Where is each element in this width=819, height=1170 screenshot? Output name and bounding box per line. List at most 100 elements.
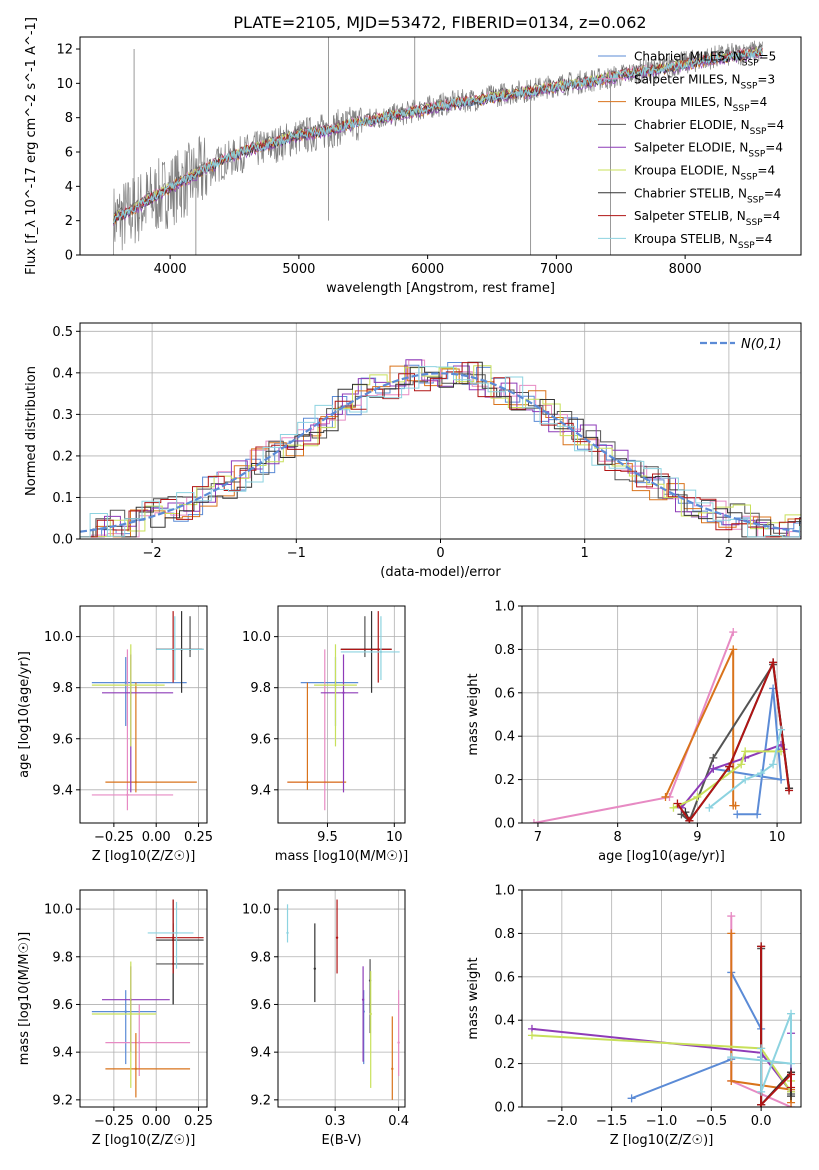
weight_vs_age-series-marker — [673, 799, 682, 808]
mass_vs_ebv-marks — [286, 899, 400, 1100]
age_vs_mass-ytick-label: 9.8 — [250, 681, 271, 696]
weight_vs_Z-xtick-label: −1.0 — [646, 1114, 678, 1129]
weight_vs_Z-series-marker — [727, 1053, 736, 1062]
legend-nssp-7: =4 — [763, 209, 781, 223]
weight_vs_age-ylabel: mass weight — [466, 673, 481, 755]
weight_vs_age-ytick-label: 0.2 — [494, 773, 515, 788]
weight_vs_age-series-marker — [753, 810, 762, 819]
mass_vs_Z-frame — [79, 889, 208, 1108]
legend-nssp-2: =4 — [750, 95, 768, 109]
mass_vs_Z-ytick-label: 9.2 — [52, 1093, 73, 1108]
mass_vs_ebv-ytick-label: 10.0 — [242, 903, 271, 918]
spectrum-model-line — [112, 48, 763, 224]
weight_vs_Z-ytick-label: 1.0 — [494, 884, 515, 899]
weight_vs_age-xtick-label: 7 — [534, 830, 542, 845]
spectrum-frame — [79, 36, 802, 256]
spectrum-xtick-label: 4000 — [154, 262, 187, 277]
residuals-ytick-label: 0.3 — [52, 408, 73, 423]
legend-sub-6: SSP — [747, 195, 764, 205]
legend-nssp-8: =4 — [755, 232, 773, 246]
age_vs_Z-ytick-label: 10.0 — [44, 630, 73, 645]
age_vs_Z-point — [124, 681, 127, 684]
legend-nssp-0: =5 — [759, 50, 777, 64]
mass_vs_ebv-point — [335, 936, 339, 939]
weight_vs_Z-series-marker — [787, 1092, 796, 1101]
weight_vs_age-frame — [521, 605, 802, 824]
spectrum-marks — [112, 37, 763, 255]
mass_vs_ebv-ytick-label: 9.2 — [250, 1093, 271, 1108]
weight_vs_age-series-marker — [661, 792, 670, 801]
residual-histogram-8 — [80, 366, 801, 538]
weight_vs_Z-ylabel: mass weight — [466, 957, 481, 1039]
normal-curve — [80, 372, 801, 533]
weight_vs_Z-series-marker — [787, 1070, 796, 1079]
weight_vs_age-ytick-label: 0.8 — [494, 643, 515, 658]
weight_vs_age-ytick-label: 0.0 — [494, 817, 515, 832]
mass_vs_Z-xlabel: Z [log10(Z/Z☉)] — [92, 1133, 196, 1148]
weight_vs_age-series-marker — [757, 769, 766, 778]
legend-sub-3: SSP — [750, 127, 767, 137]
legend-sub-0: SSP — [742, 59, 759, 69]
weight_vs_age-series-marker — [741, 775, 750, 784]
weight_vs_Z-xtick-label: −2.0 — [546, 1114, 578, 1129]
weight_vs_age-series-marker — [705, 803, 714, 812]
legend-sub-5: SSP — [741, 173, 758, 183]
age_vs_mass-xtick-label: 9.5 — [317, 830, 338, 845]
age_vs_Z-ylabel: age [log10(age/yr)] — [17, 651, 32, 778]
age_vs_mass-ytick-label: 9.4 — [250, 783, 271, 798]
spectrum-ytick-label: 10 — [56, 77, 73, 92]
residual-histogram-7 — [81, 362, 801, 538]
age_vs_Z-xlabel: Z [log10(Z/Z☉)] — [92, 849, 196, 864]
mass_vs_ebv-point — [391, 1067, 394, 1071]
normal-legend-label: N(0,1) — [741, 337, 782, 352]
residuals-ytick-label: 0.2 — [52, 449, 73, 464]
weight_vs_Z-series-marker — [527, 1031, 536, 1040]
mass_vs_Z-xtick-label: 0.25 — [184, 1114, 213, 1129]
legend-nssp-1: =3 — [757, 72, 775, 86]
weight_vs_Z-series-marker — [627, 1094, 636, 1103]
age_vs_mass-marks — [287, 611, 400, 811]
residuals-xtick-label: 0 — [436, 546, 444, 561]
weight_vs_Z-series-marker — [787, 1083, 796, 1092]
spectrum-model-line — [113, 52, 763, 226]
legend-nssp-6: =4 — [764, 186, 782, 200]
age_vs_mass-point — [334, 683, 337, 687]
age_vs_mass-ytick-label: 9.6 — [250, 732, 271, 747]
legend-sub-8: SSP — [738, 241, 755, 251]
mass_vs_Z-ytick-label: 9.8 — [52, 950, 73, 965]
age_vs_Z-xtick-label: 0.25 — [184, 830, 213, 845]
weight_vs_age-series-marker — [777, 725, 786, 734]
weight_vs_Z-series-line — [760, 946, 792, 1107]
spectrum-ylabel: Flux [f_λ 10^-17 erg cm^-2 s^-1 A^-1] — [24, 17, 39, 275]
weight_vs_Z-xtick-label: −1.5 — [596, 1114, 628, 1129]
weight_vs_age-series-marker — [685, 816, 694, 823]
mass_vs_ebv-xtick-label: 0.3 — [325, 1114, 346, 1129]
weight_vs_age-series-marker — [529, 819, 538, 823]
weight_vs_age-series-marker — [729, 628, 738, 637]
mass_vs_ebv-ytick-label: 9.8 — [250, 950, 271, 965]
mass_vs_ebv-point — [369, 1012, 372, 1016]
legend-nssp-3: =4 — [766, 118, 784, 132]
mass_vs_ebv-ytick-label: 9.6 — [250, 998, 271, 1013]
spectrum-ytick-label: 2 — [65, 214, 73, 229]
weight_vs_age-series-marker — [709, 753, 718, 762]
residuals-axes: −2 −1 0 1 2 0.0 0.1 0.2 0.3 0.4 0.5 (data-model)/er… — [24, 322, 802, 580]
residuals-xlabel: (data-model)/error — [380, 565, 501, 580]
spectrum-ytick-label: 6 — [65, 146, 73, 161]
weight_vs_age-series-marker — [733, 810, 742, 819]
mass_vs_Z-axes: −0.25 0.00 0.25 9.2 9.4 9.6 9.8 10.0 Z [log10(Z/… — [17, 889, 213, 1148]
age_vs_mass-point — [379, 650, 383, 654]
mass_vs_Z-point — [129, 1012, 132, 1016]
weight_vs_age-series-marker — [725, 762, 734, 771]
weight_vs_age-xtick-label: 10 — [769, 830, 786, 845]
age_vs_Z-axes: −0.25 0.00 0.25 9.4 9.6 9.8 10.0 Z [log10(Z/Z☉)… — [17, 605, 213, 864]
weight_vs_age-series-marker — [769, 658, 778, 667]
weight_vs_Z-series-marker — [787, 1009, 796, 1018]
residuals-marks — [80, 359, 801, 538]
spectrum-xtick-label: 6000 — [411, 262, 444, 277]
residuals-xtick-label: −2 — [143, 546, 162, 561]
residuals-xtick-label: 1 — [581, 546, 589, 561]
legend-sub-4: SSP — [748, 150, 765, 160]
